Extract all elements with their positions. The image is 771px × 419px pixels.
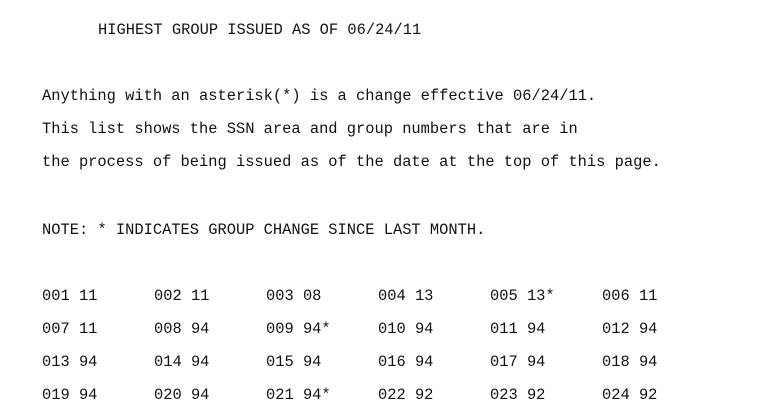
group-cell: 024 92: [602, 386, 658, 404]
table-row: 013 94 014 94 015 94 016 94 017 94 018 9…: [42, 353, 762, 386]
group-cell: 011 94: [490, 320, 546, 338]
group-cell: 003 08: [266, 287, 322, 305]
group-cell: 002 11: [154, 287, 210, 305]
group-cell: 012 94: [602, 320, 658, 338]
group-number-table: 001 11 002 11 003 08 004 13 005 13* 006 …: [42, 287, 762, 419]
group-cell: 016 94: [378, 353, 434, 371]
group-cell: 001 11: [42, 287, 98, 305]
group-cell: 018 94: [602, 353, 658, 371]
group-cell: 013 94: [42, 353, 98, 371]
group-cell: 023 92: [490, 386, 546, 404]
group-cell: 006 11: [602, 287, 658, 305]
group-cell: 021 94*: [266, 386, 331, 404]
intro-line-1: Anything with an asterisk(*) is a change…: [42, 87, 597, 105]
group-cell: 007 11: [42, 320, 98, 338]
group-cell: 020 94: [154, 386, 210, 404]
group-cell: 010 94: [378, 320, 434, 338]
group-cell: 005 13*: [490, 287, 555, 305]
document-heading: HIGHEST GROUP ISSUED AS OF 06/24/11: [98, 21, 422, 39]
table-row: 019 94 020 94 021 94* 022 92 023 92 024 …: [42, 386, 762, 419]
group-cell: 008 94: [154, 320, 210, 338]
group-cell: 017 94: [490, 353, 546, 371]
intro-line-2: This list shows the SSN area and group n…: [42, 120, 578, 138]
group-cell: 019 94: [42, 386, 98, 404]
note-text: NOTE: * INDICATES GROUP CHANGE SINCE LAS…: [42, 221, 486, 239]
table-row: 001 11 002 11 003 08 004 13 005 13* 006 …: [42, 287, 762, 320]
group-cell: 015 94: [266, 353, 322, 371]
group-cell: 022 92: [378, 386, 434, 404]
group-cell: 004 13: [378, 287, 434, 305]
table-row: 007 11 008 94 009 94* 010 94 011 94 012 …: [42, 320, 762, 353]
group-cell: 014 94: [154, 353, 210, 371]
intro-line-3: the process of being issued as of the da…: [42, 153, 661, 171]
group-cell: 009 94*: [266, 320, 331, 338]
